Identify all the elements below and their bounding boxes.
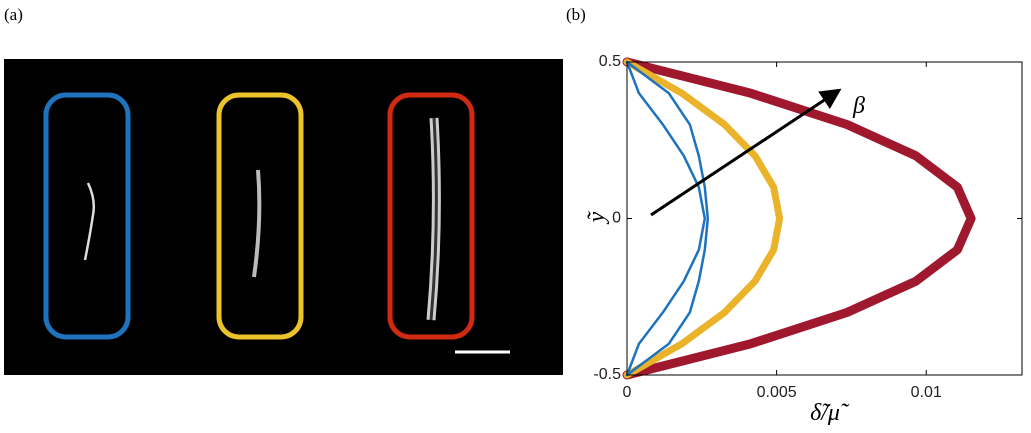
y-tick-label: -0.5 — [593, 366, 621, 383]
panel-label: (a) — [4, 5, 23, 24]
x-axis-label: δ̃/μ̃ — [810, 400, 850, 426]
y-tick-label: 0.5 — [599, 53, 621, 70]
panel-label: (b) — [566, 5, 586, 24]
curve — [623, 58, 784, 379]
x-tick-label: 0 — [623, 384, 632, 401]
plot — [622, 57, 976, 380]
x-tick-label: 0.01 — [911, 384, 942, 401]
x-tick-label: 0.005 — [757, 384, 797, 401]
annotation: β — [852, 93, 865, 119]
y-tick-label: 0 — [612, 210, 621, 227]
plot-frame — [626, 61, 1023, 376]
micrograph — [4, 59, 563, 375]
curve — [625, 60, 707, 377]
arrow — [650, 88, 842, 217]
y-axis-label: ỹ — [584, 210, 610, 224]
curve — [622, 57, 976, 380]
curve — [625, 60, 710, 377]
